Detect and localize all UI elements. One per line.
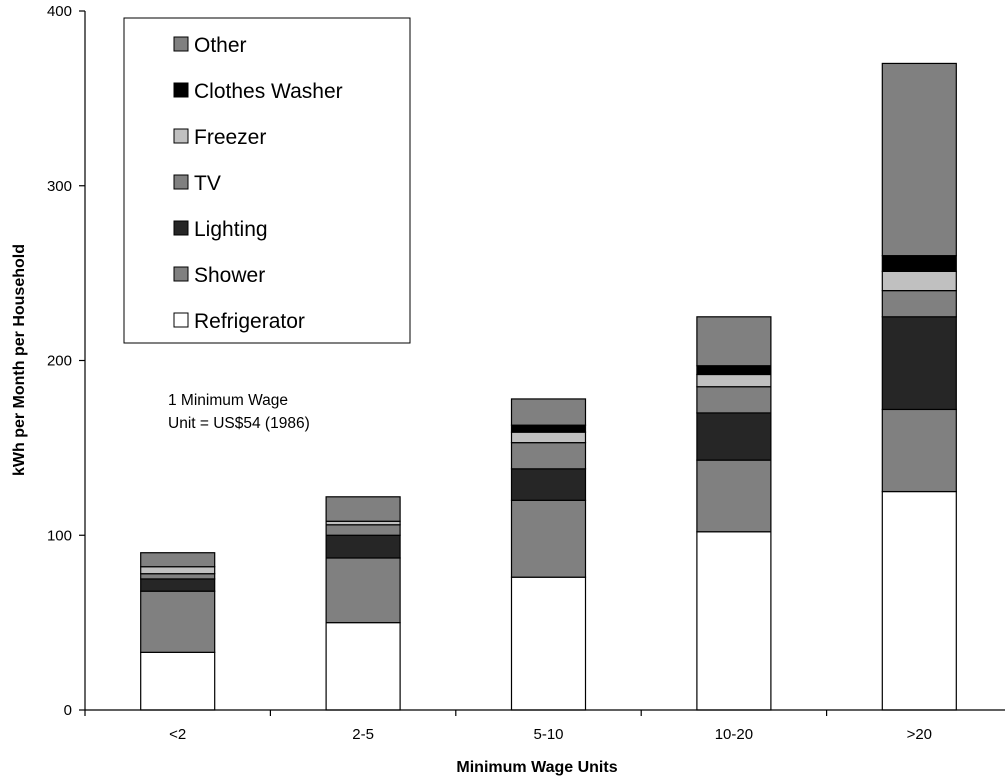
- bar-segment: [325, 496, 401, 522]
- bar-segment: [510, 431, 587, 444]
- bar-segment: [510, 468, 587, 501]
- legend-label: Clothes Washer: [194, 80, 343, 103]
- bar-segment: [696, 373, 772, 388]
- x-tick-label: >20: [907, 726, 932, 743]
- legend-box: [123, 17, 411, 344]
- bar-segment: [140, 651, 216, 711]
- bar-segment: [696, 531, 772, 711]
- x-axis-title: Minimum Wage Units: [456, 759, 617, 776]
- bar-segment: [510, 398, 587, 426]
- bar-segment: [140, 566, 216, 575]
- bar-segment: [140, 590, 216, 653]
- legend-label: Shower: [194, 264, 265, 287]
- y-ticks-group: 0 100 200 300 400: [47, 3, 85, 719]
- bar-segment: [140, 552, 216, 568]
- bar-segment: [510, 424, 587, 433]
- bar-segment: [140, 578, 216, 592]
- legend-label: Refrigerator: [194, 310, 305, 333]
- legend-swatch: [173, 266, 189, 282]
- x-ticks-group: <2 2-5 5-10 10-20 >20: [84, 710, 932, 743]
- legend-label: Other: [194, 34, 247, 57]
- legend-swatch: [173, 174, 189, 190]
- x-tick-label: <2: [169, 726, 186, 743]
- x-tick-label: 5-10: [533, 726, 563, 743]
- bar-segment: [140, 573, 216, 580]
- legend-swatch: [173, 128, 189, 144]
- legend-swatch: [173, 312, 189, 328]
- legend-swatch: [173, 36, 189, 52]
- legend-swatch: [173, 220, 189, 236]
- bar-segment: [696, 459, 772, 533]
- bar-segment: [881, 316, 957, 411]
- legend-label: Freezer: [194, 126, 266, 149]
- bar-segment: [696, 386, 772, 414]
- bar-segment: [325, 534, 401, 559]
- bar-segment: [696, 412, 772, 461]
- bars-group: [140, 62, 957, 711]
- annotation-line-1: 1 Minimum Wage: [168, 392, 288, 409]
- bar-segment: [325, 557, 401, 624]
- bar-segment: [510, 442, 587, 470]
- bar-segment: [881, 408, 957, 493]
- bar-segment: [696, 316, 772, 367]
- x-tick-label: 2-5: [352, 726, 374, 743]
- y-axis-title: kWh per Month per Household: [11, 244, 28, 476]
- x-tick-label: 10-20: [715, 726, 753, 743]
- legend: Other Clothes Washer Freezer TV Lighting Show…: [123, 17, 411, 344]
- bar-segment: [881, 62, 957, 257]
- bar-segment: [325, 622, 401, 711]
- bar-segment: [881, 255, 957, 272]
- legend-swatch: [173, 82, 189, 98]
- bar-segment: [696, 365, 772, 376]
- y-tick-label: 300: [47, 178, 72, 195]
- legend-label: Lighting: [194, 218, 268, 241]
- bar-segment: [325, 524, 401, 536]
- bar-segment: [881, 290, 957, 318]
- bar-segment: [510, 576, 587, 711]
- bar-segment: [881, 490, 957, 711]
- y-tick-label: 200: [47, 353, 72, 370]
- bar-segment: [510, 499, 587, 578]
- bar-segment: [881, 270, 957, 292]
- y-tick-label: 0: [64, 702, 72, 719]
- legend-label: TV: [194, 172, 221, 195]
- annotation-line-2: Unit = US$54 (1986): [168, 415, 310, 432]
- y-tick-label: 400: [47, 3, 72, 20]
- y-tick-label: 100: [47, 527, 72, 544]
